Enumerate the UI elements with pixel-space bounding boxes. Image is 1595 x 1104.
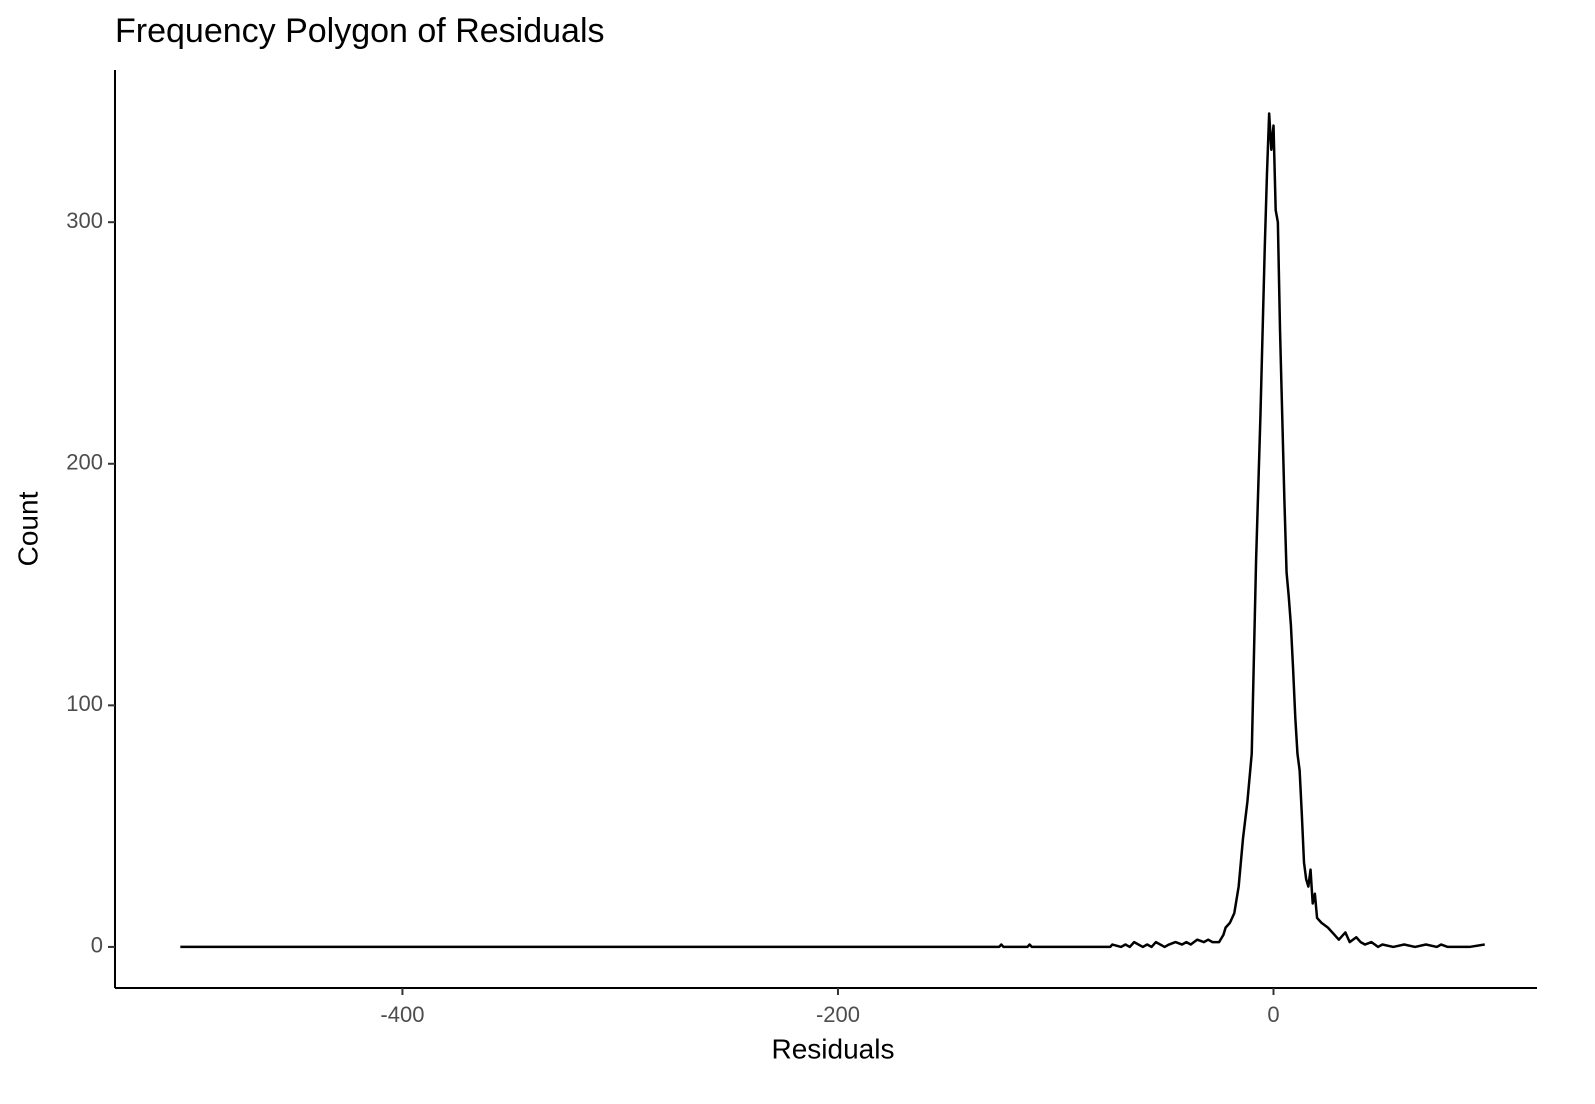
y-tick-label: 0: [91, 933, 103, 958]
y-axis-title: Count: [12, 491, 43, 566]
x-tick-label: -200: [816, 1002, 860, 1027]
y-tick-label: 100: [66, 691, 103, 716]
x-tick-label: -400: [380, 1002, 424, 1027]
y-tick-label: 200: [66, 450, 103, 475]
chart-title: Frequency Polygon of Residuals: [115, 12, 605, 50]
x-tick-label: 0: [1267, 1002, 1279, 1027]
y-tick-label: 300: [66, 208, 103, 233]
frequency-line: [180, 112, 1485, 949]
x-axis-title: Residuals: [772, 1033, 895, 1064]
